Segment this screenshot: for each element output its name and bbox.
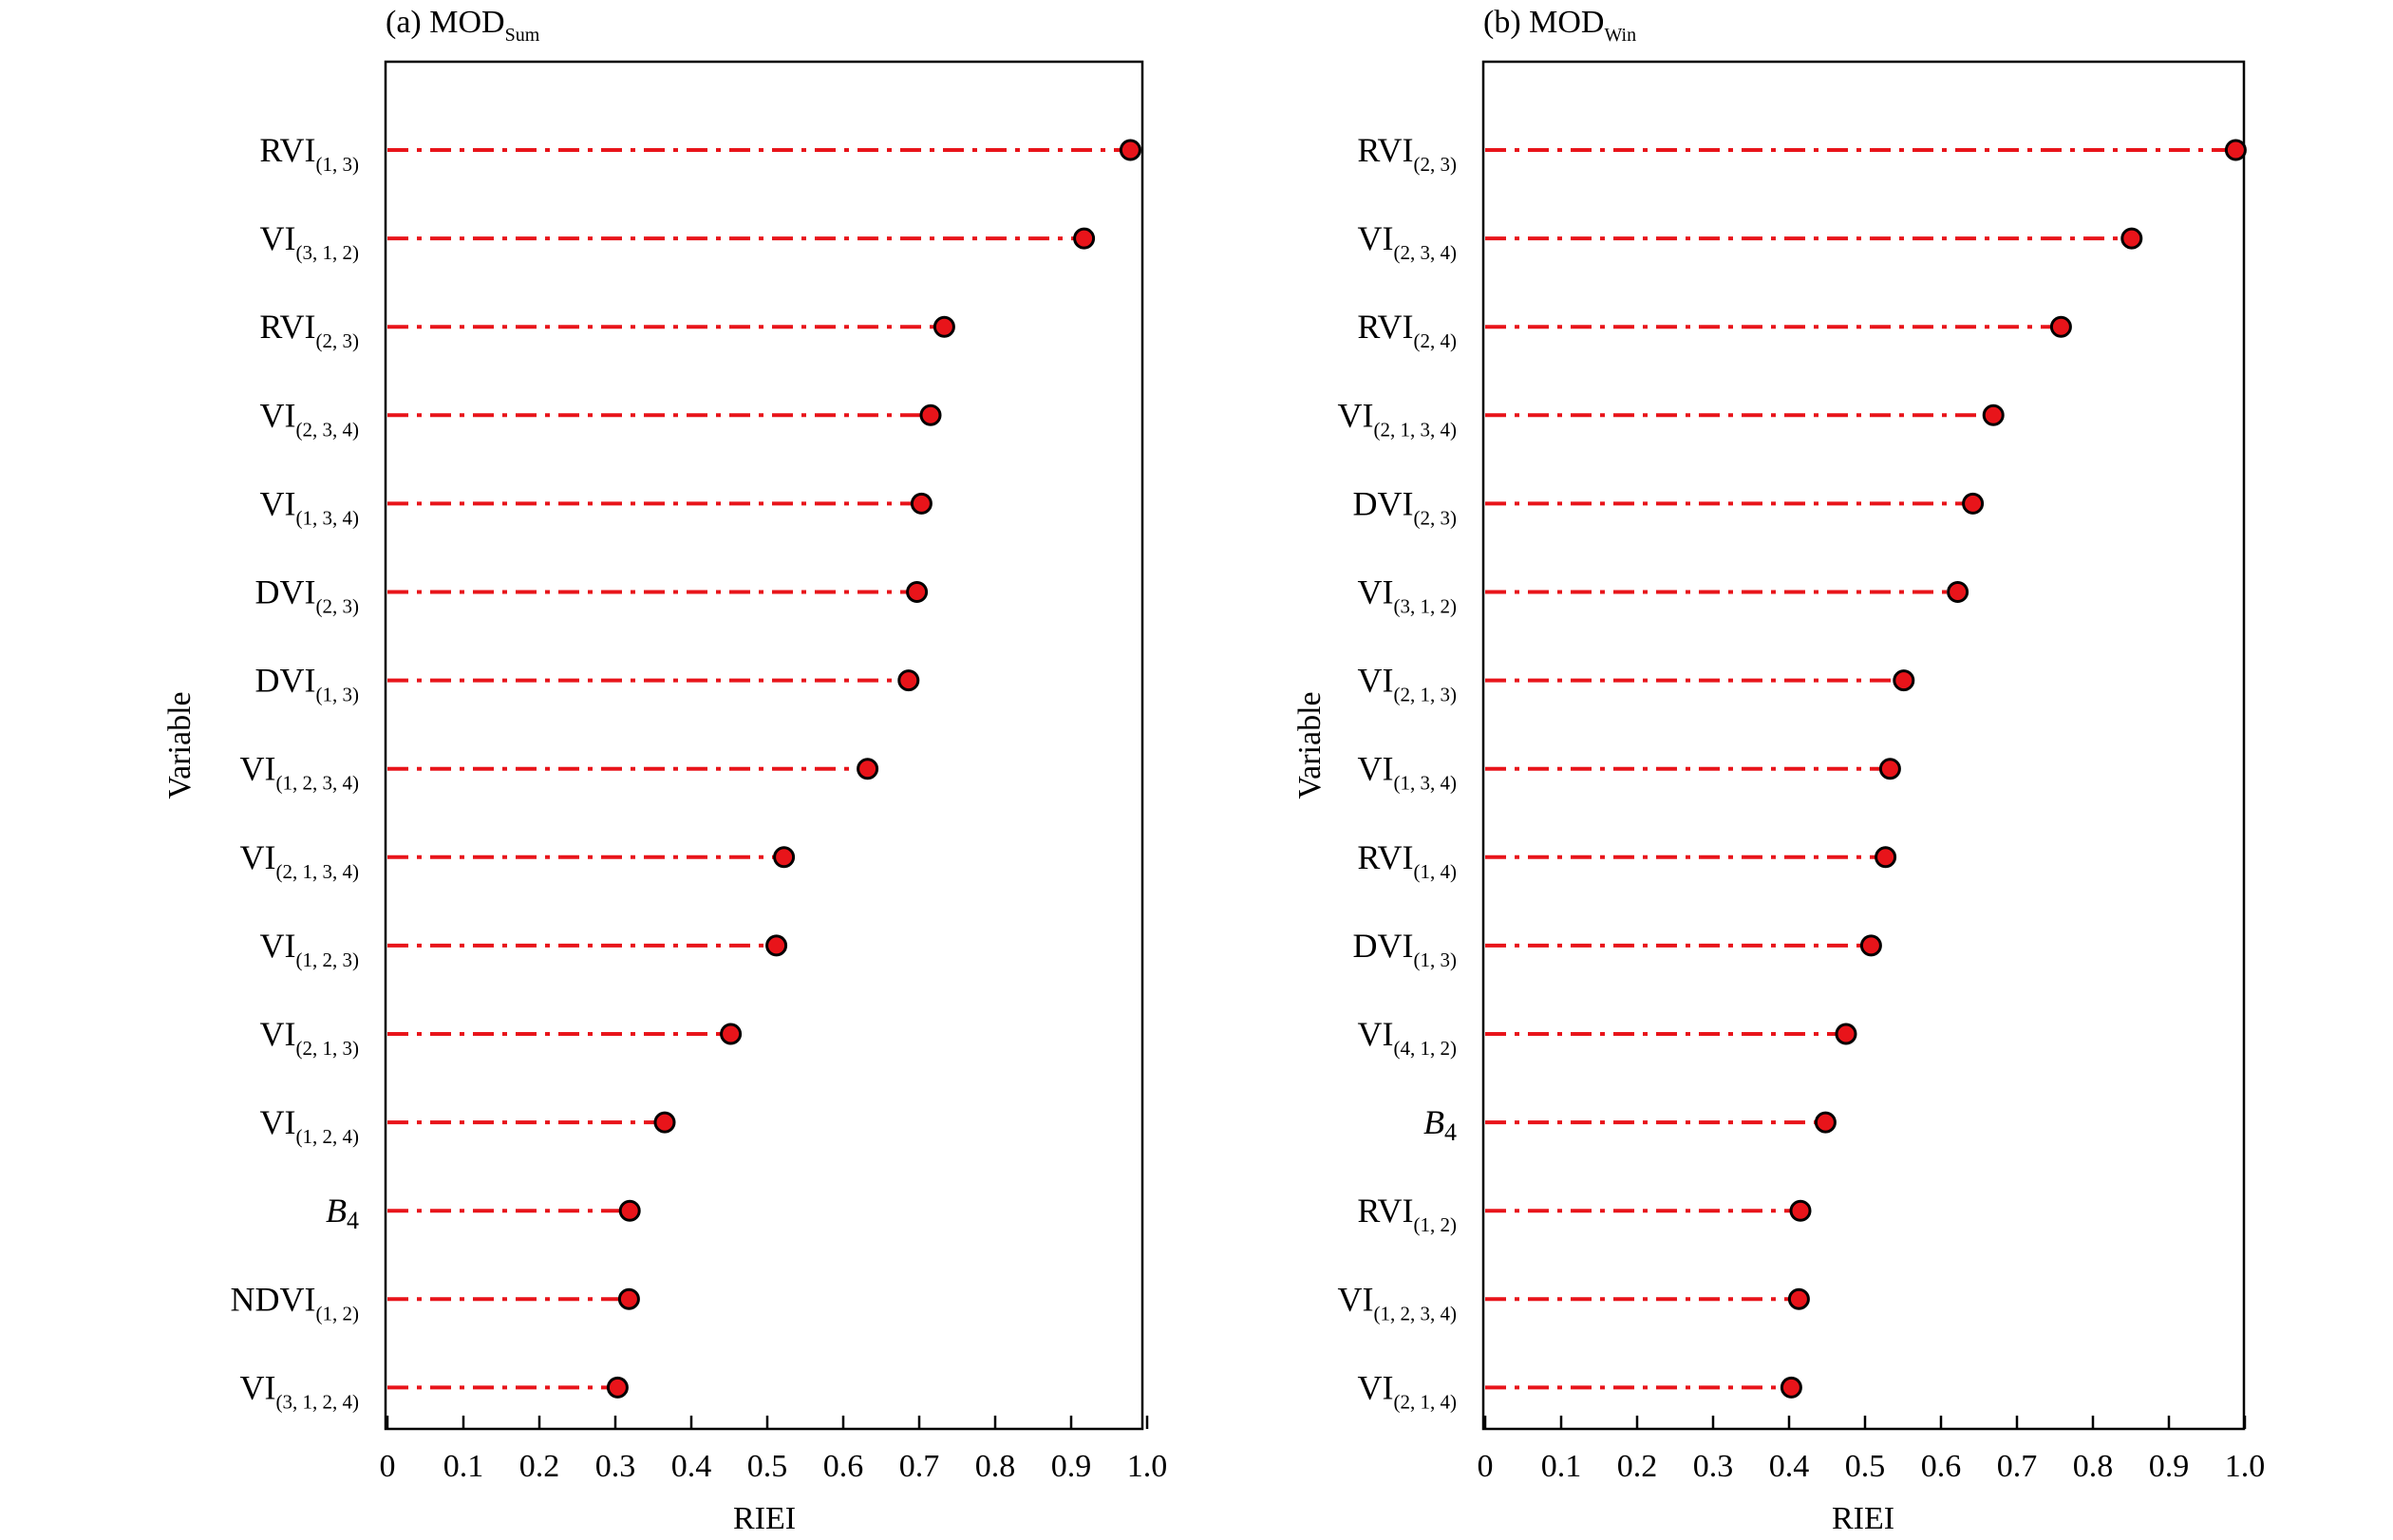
x-tick-label: 0.9 bbox=[1051, 1449, 1092, 1484]
data-point bbox=[910, 492, 933, 515]
x-tick-label: 1.0 bbox=[2225, 1449, 2266, 1484]
y-category-label: VI(3, 1, 2, 4) bbox=[240, 1368, 360, 1413]
y-category-label: RVI(2, 4) bbox=[1357, 308, 1457, 352]
x-tick-label: 0.5 bbox=[747, 1449, 788, 1484]
panel-b-plot-frame bbox=[1481, 60, 2246, 1431]
y-category-label: VI(2, 1, 3) bbox=[1358, 662, 1458, 706]
y-category-label: VI(3, 1, 2) bbox=[1358, 573, 1458, 618]
y-category-label: VI(2, 3, 4) bbox=[260, 396, 360, 441]
panel-b-xlabel: RIEI bbox=[1832, 1501, 1894, 1536]
y-category-label: NDVI(1, 2) bbox=[231, 1280, 359, 1324]
y-category-label: VI(2, 1, 3, 4) bbox=[240, 838, 360, 883]
data-point bbox=[1875, 846, 1897, 869]
data-point bbox=[1814, 1111, 1837, 1134]
data-point bbox=[1982, 404, 2005, 426]
data-point bbox=[653, 1111, 676, 1134]
y-category-label: VI(4, 1, 2) bbox=[1358, 1015, 1458, 1060]
data-point bbox=[1962, 492, 1985, 515]
y-category-label: DVI(2, 3) bbox=[1353, 484, 1457, 529]
y-category-label: DVI(1, 3) bbox=[1353, 927, 1457, 971]
y-category-label: RVI(1, 2) bbox=[1357, 1192, 1457, 1236]
y-category-label: VI(2, 1, 3, 4) bbox=[1338, 396, 1458, 441]
x-tick-label: 0.4 bbox=[1769, 1449, 1810, 1484]
y-category-label: VI(1, 2, 3, 4) bbox=[240, 750, 360, 795]
data-point bbox=[773, 846, 796, 869]
x-tick-label: 0.1 bbox=[443, 1449, 484, 1484]
x-tick-label: 0.8 bbox=[975, 1449, 1016, 1484]
y-category-label: RVI(1, 4) bbox=[1357, 838, 1457, 883]
panel-b: (b) MODWin RVI(2, 3) VI(2, 3, 4) RVI(2, 4)… bbox=[1292, 5, 2265, 1536]
x-tick-label: 0.3 bbox=[595, 1449, 636, 1484]
data-point bbox=[857, 758, 879, 780]
y-category-label: VI(2, 1, 3) bbox=[260, 1015, 360, 1060]
x-tick-label: 0 bbox=[1478, 1449, 1494, 1484]
data-point bbox=[720, 1023, 743, 1045]
x-tick-label: 0.6 bbox=[1921, 1449, 1962, 1484]
data-point bbox=[1073, 227, 1096, 250]
data-point bbox=[906, 581, 929, 603]
y-category-label: VI(1, 3, 4) bbox=[1358, 750, 1458, 795]
data-point bbox=[1787, 1287, 1810, 1310]
y-category-label: B4 bbox=[326, 1192, 359, 1234]
data-point bbox=[1859, 934, 1882, 957]
data-point bbox=[1947, 581, 1969, 603]
data-point bbox=[1780, 1376, 1802, 1399]
y-category-label: RVI(2, 3) bbox=[1357, 131, 1457, 176]
panel-b-ylabel: Variable bbox=[1292, 691, 1328, 798]
y-category-label: B4 bbox=[1423, 1103, 1457, 1146]
x-tick-label: 0.6 bbox=[823, 1449, 864, 1484]
data-point bbox=[2120, 227, 2143, 250]
y-category-label: RVI(2, 3) bbox=[259, 308, 359, 352]
panel-a-plot-frame bbox=[384, 60, 1144, 1431]
data-point bbox=[1789, 1199, 1812, 1222]
panel-a-ylabel: Variable bbox=[162, 691, 198, 798]
y-category-label: DVI(2, 3) bbox=[255, 573, 359, 618]
data-point bbox=[1119, 139, 1141, 161]
data-point bbox=[933, 315, 955, 338]
data-point bbox=[1878, 758, 1901, 780]
data-point bbox=[2049, 315, 2072, 338]
x-tick-label: 0.2 bbox=[519, 1449, 560, 1484]
data-point bbox=[617, 1287, 640, 1310]
panel-a-title: (a) MODSum bbox=[386, 5, 540, 46]
x-tick-label: 0.7 bbox=[899, 1449, 940, 1484]
y-category-label: VI(1, 3, 4) bbox=[260, 484, 360, 529]
data-point bbox=[919, 404, 942, 426]
x-tick-label: 0 bbox=[380, 1449, 396, 1484]
x-tick-label: 0.7 bbox=[1997, 1449, 2038, 1484]
y-category-label: VI(1, 2, 3, 4) bbox=[1338, 1280, 1458, 1324]
x-tick-label: 0.3 bbox=[1693, 1449, 1734, 1484]
panel-a-xlabel: RIEI bbox=[733, 1501, 796, 1536]
data-point bbox=[897, 669, 920, 692]
panel-a: (a) MODSum RVI(1, 3) VI(3, 1, 2) RVI(2, 3)… bbox=[162, 5, 1167, 1536]
x-tick-label: 1.0 bbox=[1127, 1449, 1168, 1484]
x-tick-label: 0.1 bbox=[1541, 1449, 1582, 1484]
y-category-label: VI(2, 3, 4) bbox=[1358, 219, 1458, 264]
y-category-label: VI(1, 2, 4) bbox=[260, 1103, 360, 1148]
y-category-label: DVI(1, 3) bbox=[255, 662, 359, 706]
y-category-label: VI(1, 2, 3) bbox=[260, 927, 360, 971]
data-point bbox=[606, 1376, 629, 1399]
data-point bbox=[765, 934, 788, 957]
panel-b-title: (b) MODWin bbox=[1483, 5, 1636, 46]
y-category-label: VI(3, 1, 2) bbox=[260, 219, 360, 264]
data-point bbox=[1835, 1023, 1857, 1045]
x-tick-label: 0.4 bbox=[671, 1449, 712, 1484]
data-point bbox=[618, 1199, 641, 1222]
data-point bbox=[2224, 139, 2247, 161]
y-category-label: VI(2, 1, 4) bbox=[1358, 1368, 1458, 1413]
x-tick-label: 0.5 bbox=[1845, 1449, 1886, 1484]
x-tick-label: 0.9 bbox=[2149, 1449, 2190, 1484]
y-category-label: RVI(1, 3) bbox=[259, 131, 359, 176]
data-point bbox=[1893, 669, 1915, 692]
x-tick-label: 0.2 bbox=[1617, 1449, 1658, 1484]
x-tick-label: 0.8 bbox=[2073, 1449, 2114, 1484]
